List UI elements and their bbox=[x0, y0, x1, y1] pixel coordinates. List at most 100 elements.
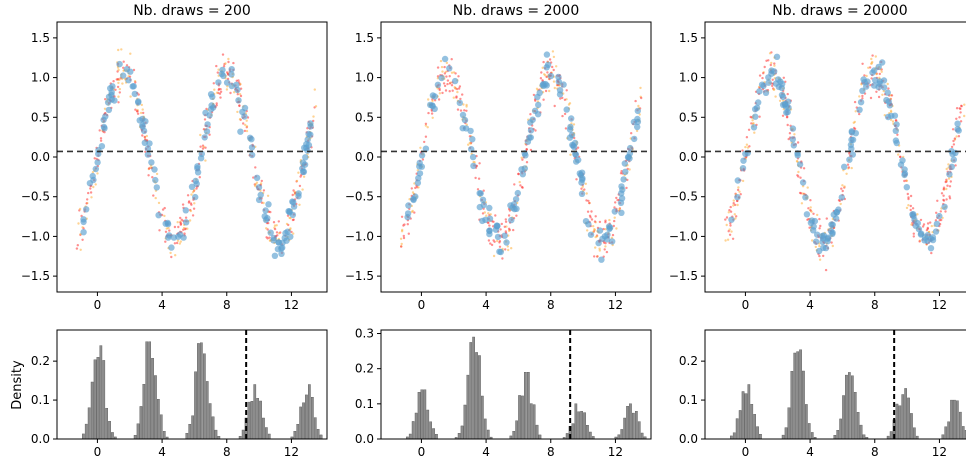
sample-point bbox=[410, 187, 413, 190]
histogram-bar bbox=[901, 394, 905, 440]
sample-point bbox=[853, 126, 856, 130]
sample-point bbox=[454, 72, 457, 75]
sample-point bbox=[774, 95, 777, 98]
sample-point bbox=[546, 71, 549, 74]
sample-point bbox=[853, 100, 857, 104]
x-tick-label: 4 bbox=[158, 298, 166, 312]
sample-point bbox=[117, 68, 120, 72]
histogram-bar bbox=[81, 433, 85, 440]
sample-point bbox=[178, 242, 181, 245]
observation-point bbox=[871, 82, 878, 89]
y-tick-label: 0.0 bbox=[355, 150, 374, 164]
sample-point bbox=[799, 192, 803, 195]
observation-point bbox=[892, 127, 899, 134]
histogram-bar bbox=[429, 421, 432, 440]
histogram-bar bbox=[635, 411, 638, 440]
observation-point bbox=[301, 161, 309, 168]
sample-point bbox=[504, 218, 507, 221]
sample-point bbox=[725, 216, 729, 219]
sample-point bbox=[955, 107, 959, 110]
sample-point bbox=[232, 61, 235, 65]
sample-point bbox=[427, 111, 430, 115]
sample-point bbox=[179, 240, 182, 243]
sample-point bbox=[452, 96, 455, 99]
sample-point bbox=[104, 98, 107, 101]
y-tick-label: 0.1 bbox=[679, 393, 698, 407]
sample-point bbox=[134, 108, 137, 111]
histogram-bar bbox=[99, 345, 103, 440]
sample-point bbox=[935, 211, 938, 214]
sample-point bbox=[909, 194, 913, 198]
observation-point bbox=[152, 176, 159, 184]
sample-point bbox=[748, 145, 751, 148]
observation-point bbox=[910, 211, 917, 218]
sample-point bbox=[782, 76, 785, 80]
histogram-bar bbox=[466, 374, 470, 440]
histogram-bar bbox=[626, 406, 629, 440]
observation-point bbox=[884, 89, 891, 96]
sample-point bbox=[878, 72, 881, 76]
observation-point bbox=[604, 231, 611, 238]
sample-point bbox=[503, 225, 506, 228]
sample-point bbox=[273, 227, 277, 231]
x-tick-label: 4 bbox=[482, 445, 490, 459]
sample-point bbox=[727, 211, 730, 214]
sample-point bbox=[772, 88, 776, 91]
observation-point bbox=[130, 83, 137, 90]
x-tick-label: 4 bbox=[806, 298, 814, 312]
observation-point bbox=[932, 228, 940, 235]
sample-point bbox=[548, 58, 552, 61]
sample-point bbox=[201, 147, 205, 150]
observation-point bbox=[80, 216, 87, 223]
observation-point bbox=[405, 202, 412, 209]
observation-point bbox=[237, 128, 244, 135]
observation-point bbox=[194, 163, 201, 170]
sample-point bbox=[85, 202, 88, 205]
sample-point bbox=[298, 203, 301, 206]
sample-point bbox=[163, 206, 166, 210]
y-tick-label: 1.0 bbox=[679, 71, 698, 85]
histogram-bar bbox=[586, 425, 589, 440]
observation-point bbox=[192, 193, 199, 201]
sample-point bbox=[199, 145, 202, 148]
sample-point bbox=[413, 211, 416, 214]
observation-point bbox=[108, 91, 115, 99]
sample-point bbox=[89, 191, 93, 194]
sample-point bbox=[134, 81, 137, 84]
sample-point bbox=[443, 72, 447, 75]
histogram-bar bbox=[256, 398, 259, 440]
histogram-panel-1: 0 4 8 12 0.0 0.1 0.2 bbox=[31, 329, 328, 459]
sample-point bbox=[518, 180, 521, 184]
sample-point bbox=[147, 167, 151, 170]
histogram-bar bbox=[457, 433, 461, 440]
y-tick-label: −1.0 bbox=[345, 229, 374, 243]
sample-point bbox=[786, 92, 789, 96]
y-tick-label: 0.5 bbox=[355, 110, 374, 124]
observation-point bbox=[575, 156, 582, 164]
axes-frame bbox=[704, 329, 966, 440]
sample-point bbox=[598, 220, 602, 224]
sample-point bbox=[192, 207, 196, 210]
observation-point bbox=[946, 171, 953, 178]
sample-point bbox=[615, 227, 618, 230]
histogram-bar bbox=[538, 434, 542, 440]
sample-point bbox=[299, 175, 302, 178]
sample-point bbox=[151, 176, 154, 179]
sample-point bbox=[500, 222, 503, 226]
sample-point bbox=[905, 206, 909, 210]
observation-point bbox=[302, 154, 309, 161]
sample-point bbox=[430, 112, 434, 115]
histogram-bar bbox=[481, 395, 484, 440]
sample-point bbox=[438, 92, 442, 95]
sample-point bbox=[628, 168, 631, 171]
observation-point bbox=[300, 168, 308, 175]
sample-point bbox=[421, 158, 425, 161]
y-tick-label: 1.0 bbox=[355, 71, 374, 85]
observation-point bbox=[203, 128, 211, 135]
sample-point bbox=[204, 159, 207, 162]
observation-point bbox=[820, 244, 827, 251]
sample-point bbox=[639, 86, 642, 90]
x-tick-label: 12 bbox=[932, 445, 947, 459]
sample-point bbox=[858, 112, 861, 116]
y-tick-label: 0.2 bbox=[355, 362, 374, 376]
